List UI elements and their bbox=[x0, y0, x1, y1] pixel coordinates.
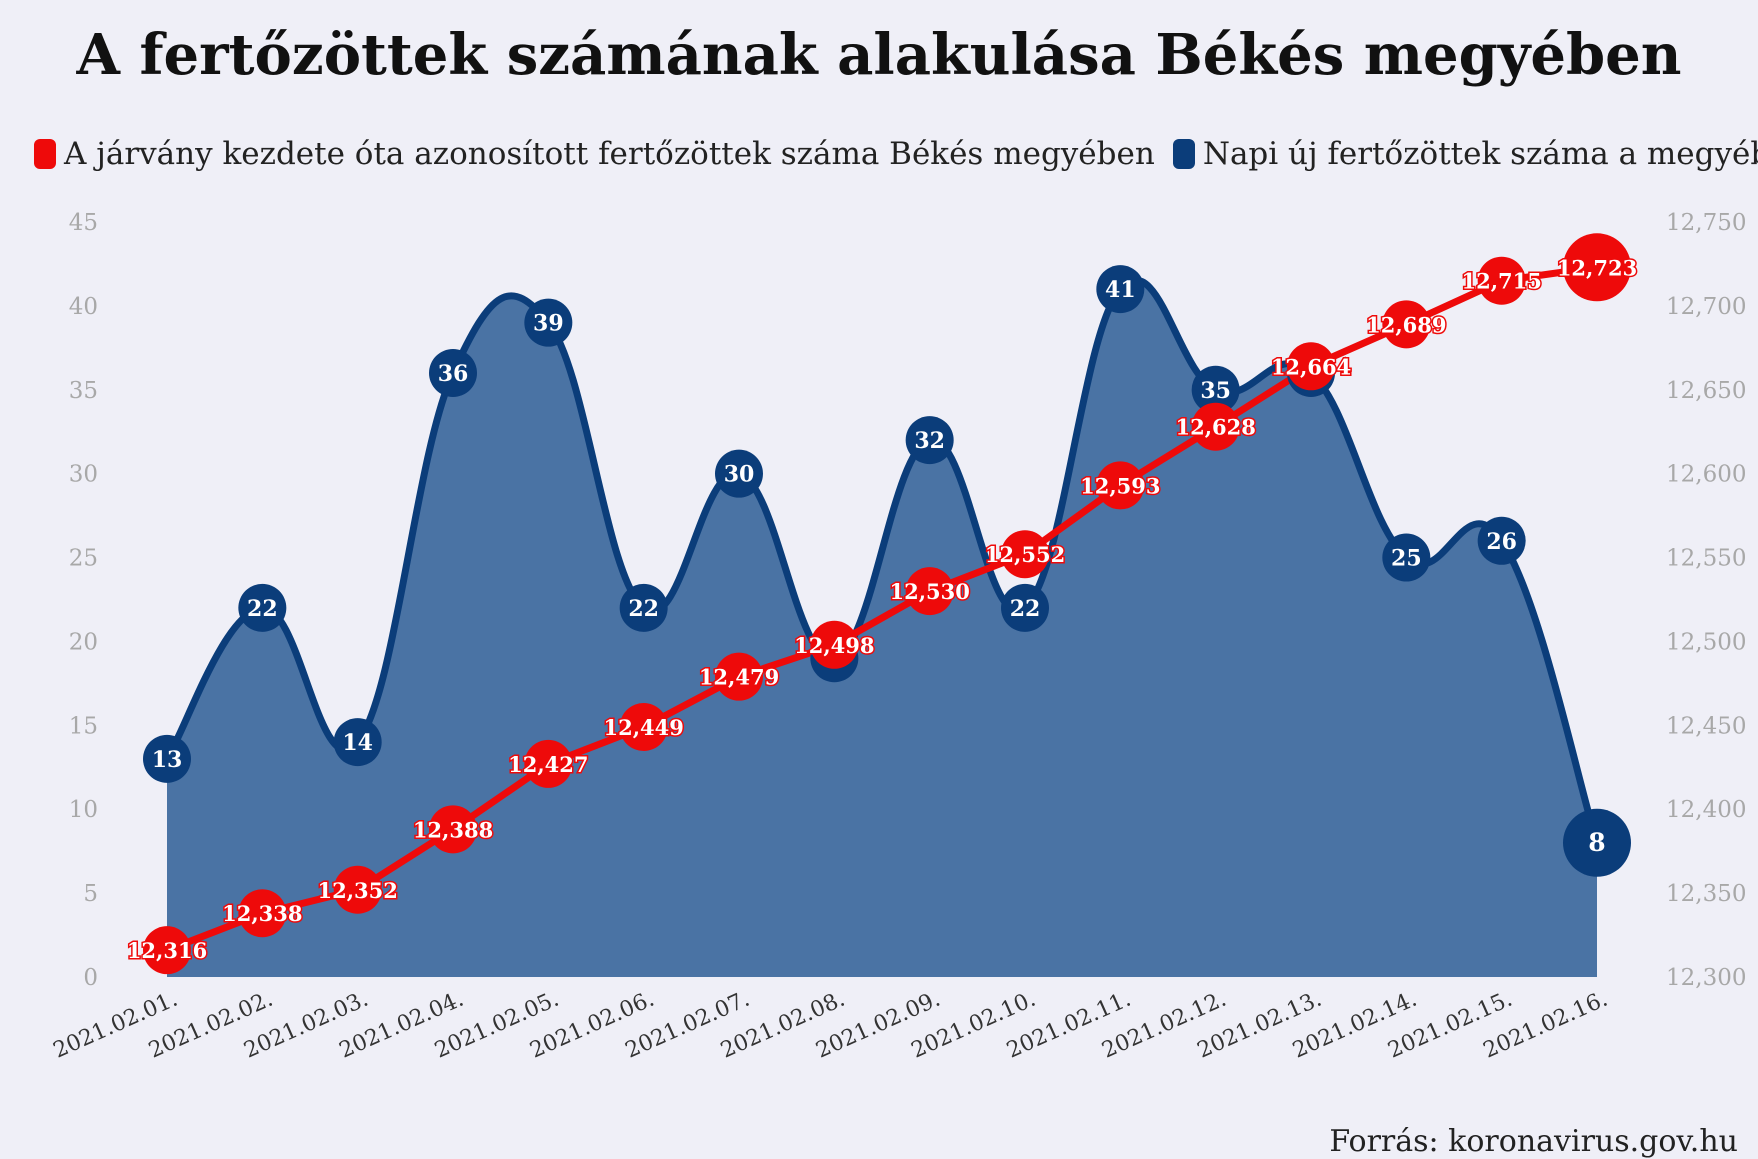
cumulative-point bbox=[1191, 402, 1240, 451]
daily-data-label: 35 bbox=[1200, 378, 1231, 404]
cumulative-point bbox=[1001, 530, 1049, 579]
cumulative-data-label: 12,388 bbox=[413, 817, 493, 842]
left-tick-label: 20 bbox=[69, 629, 98, 655]
legend-swatch-daily bbox=[1172, 139, 1195, 169]
right-tick-label: 12,700 bbox=[1666, 294, 1746, 320]
cumulative-data-label: 12,427 bbox=[508, 752, 588, 777]
cumulative-point bbox=[238, 889, 287, 938]
daily-area-fill bbox=[167, 280, 1597, 978]
right-tick-label: 12,500 bbox=[1666, 629, 1746, 655]
right-tick-label: 12,450 bbox=[1666, 713, 1746, 739]
cumulative-point bbox=[1563, 233, 1631, 302]
left-tick-label: 35 bbox=[69, 378, 98, 404]
chart-legend: A járvány kezdete óta azonosított fertőz… bbox=[34, 136, 1758, 172]
cumulative-data-label: 12,338 bbox=[222, 901, 302, 926]
legend-swatch-cumulative bbox=[34, 139, 56, 169]
left-tick-label: 10 bbox=[69, 797, 98, 823]
cumulative-point bbox=[1382, 300, 1431, 349]
left-tick-label: 45 bbox=[69, 210, 98, 236]
cumulative-point bbox=[810, 620, 859, 669]
cumulative-data-label: 12,449 bbox=[603, 715, 683, 740]
daily-point bbox=[333, 718, 382, 767]
right-tick-label: 12,300 bbox=[1666, 965, 1746, 991]
cumulative-data-label: 12,316 bbox=[127, 938, 207, 963]
daily-point bbox=[238, 583, 287, 632]
daily-data-label: 13 bbox=[152, 747, 183, 773]
daily-point bbox=[715, 449, 763, 498]
daily-data-label: 8 bbox=[1588, 828, 1605, 857]
daily-point bbox=[1563, 808, 1631, 877]
daily-data-label: 22 bbox=[1010, 596, 1041, 622]
cumulative-line bbox=[165, 263, 1598, 954]
daily-point bbox=[1096, 265, 1145, 314]
cumulative-point bbox=[619, 703, 668, 752]
daily-data-label: 22 bbox=[247, 596, 278, 622]
left-tick-label: 15 bbox=[69, 713, 98, 739]
cumulative-point bbox=[715, 652, 763, 701]
daily-data-label: 36 bbox=[438, 361, 469, 387]
right-tick-label: 12,650 bbox=[1666, 378, 1746, 404]
legend-label-cumulative: A járvány kezdete óta azonosított fertőz… bbox=[64, 136, 1155, 172]
cumulative-point bbox=[524, 739, 573, 788]
legend-item-daily[interactable]: Napi új fertőzöttek száma a megyében bbox=[1172, 136, 1758, 172]
cumulative-data-label: 12,723 bbox=[1557, 255, 1637, 280]
cumulative-point bbox=[1096, 461, 1145, 510]
right-tick-label: 12,350 bbox=[1666, 881, 1746, 907]
daily-area-line bbox=[164, 276, 1601, 844]
daily-point bbox=[1382, 533, 1431, 582]
left-tick-label: 30 bbox=[69, 462, 98, 488]
daily-data-label: 39 bbox=[533, 311, 564, 337]
daily-data-label: 25 bbox=[1391, 546, 1422, 572]
cumulative-data-label: 12,479 bbox=[699, 665, 779, 690]
daily-data-label: 14 bbox=[342, 730, 373, 756]
left-tick-label: 25 bbox=[69, 546, 98, 572]
daily-data-label: 30 bbox=[724, 462, 755, 488]
right-tick-label: 12,400 bbox=[1666, 797, 1746, 823]
left-tick-label: 5 bbox=[83, 881, 98, 907]
daily-point bbox=[619, 583, 668, 632]
cumulative-point bbox=[143, 926, 191, 975]
right-tick-label: 12,600 bbox=[1666, 462, 1746, 488]
daily-point bbox=[524, 298, 573, 347]
left-tick-label: 0 bbox=[83, 965, 98, 991]
cumulative-data-label: 12,664 bbox=[1271, 354, 1351, 379]
daily-point bbox=[905, 416, 954, 465]
right-tick-label: 12,750 bbox=[1666, 210, 1746, 236]
cumulative-point bbox=[1287, 342, 1335, 391]
daily-data-label: 22 bbox=[628, 596, 659, 622]
daily-data-label: 26 bbox=[1486, 529, 1517, 555]
chart-title: A fertőzöttek számának alakulása Békés m… bbox=[76, 22, 1682, 88]
legend-item-cumulative[interactable]: A járvány kezdete óta azonosított fertőz… bbox=[34, 136, 1155, 172]
cumulative-data-label: 12,593 bbox=[1080, 473, 1160, 498]
daily-point bbox=[1477, 516, 1526, 565]
cumulative-point bbox=[333, 865, 382, 914]
source-note: Forrás: koronavirus.gov.hu bbox=[1329, 1124, 1738, 1159]
cumulative-point bbox=[905, 567, 954, 616]
cumulative-point bbox=[1477, 256, 1526, 305]
cumulative-data-label: 12,715 bbox=[1461, 269, 1541, 294]
cumulative-data-label: 12,689 bbox=[1366, 312, 1446, 337]
legend-label-daily: Napi új fertőzöttek száma a megyében bbox=[1202, 136, 1758, 172]
cumulative-point bbox=[429, 805, 477, 854]
cumulative-data-label: 12,498 bbox=[794, 633, 874, 658]
daily-point bbox=[143, 734, 191, 783]
cumulative-data-label: 12,352 bbox=[317, 878, 397, 903]
daily-point bbox=[1001, 583, 1049, 632]
daily-data-label: 41 bbox=[1105, 277, 1136, 303]
right-tick-label: 12,550 bbox=[1666, 546, 1746, 572]
daily-point bbox=[1191, 365, 1240, 414]
cumulative-data-label: 12,628 bbox=[1175, 415, 1255, 440]
cumulative-data-label: 12,552 bbox=[985, 542, 1065, 567]
daily-point bbox=[429, 349, 477, 397]
cumulative-data-label: 12,530 bbox=[889, 579, 969, 604]
daily-data-label: 32 bbox=[914, 428, 945, 454]
left-tick-label: 40 bbox=[69, 294, 98, 320]
